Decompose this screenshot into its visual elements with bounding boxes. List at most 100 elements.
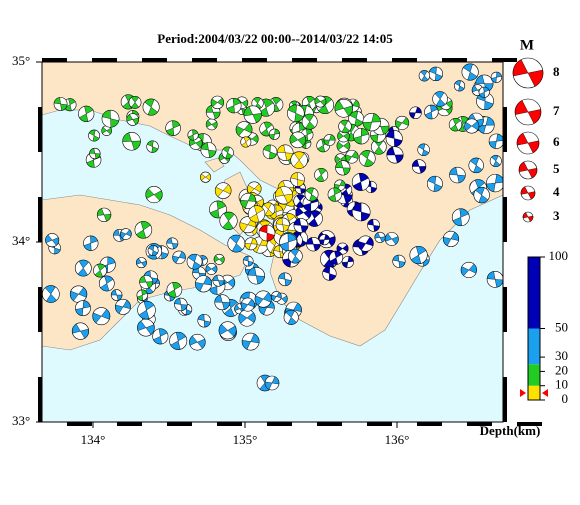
- beachball-lobe: [153, 328, 168, 345]
- frame-bar: [192, 58, 217, 62]
- beachball-lobe: [249, 205, 264, 223]
- beachball-lobe: [44, 285, 57, 303]
- beachball-lobe: [138, 301, 155, 320]
- map-area: [42, 62, 503, 422]
- beachball-lobe: [341, 256, 354, 268]
- beachball-lobe: [235, 123, 253, 136]
- lat-tick-label: 35°: [12, 53, 30, 68]
- magnitude-label: 5: [553, 161, 560, 176]
- beachball-lobe: [424, 104, 438, 120]
- magnitude-symbol: [514, 98, 542, 126]
- beachball-lobe: [200, 173, 211, 181]
- depth-band: [528, 364, 540, 386]
- beachball-lobe: [100, 275, 114, 292]
- beachball-lobe: [167, 282, 182, 298]
- beachball-lobe: [209, 200, 227, 219]
- beachball-lobe: [328, 187, 342, 202]
- beachball-lobe: [83, 235, 98, 251]
- beachball-lobe: [137, 320, 155, 335]
- beachball-lobe: [170, 331, 187, 350]
- beachball-lobe: [259, 224, 275, 242]
- beachball-lobe: [352, 173, 369, 191]
- beachball-lobe: [254, 292, 272, 306]
- beachball-lobe: [136, 258, 147, 268]
- frame-bar: [503, 287, 507, 332]
- depth-tick-label: 20: [555, 362, 568, 377]
- lon-tick-label: 136°: [385, 432, 410, 447]
- beachball-lobe: [486, 271, 503, 288]
- beachball-lobe: [241, 136, 251, 148]
- beachball-lobe: [77, 259, 89, 277]
- beachball-lobe: [205, 265, 218, 273]
- beachball-lobe: [353, 128, 370, 145]
- beachball-lobe: [210, 97, 224, 107]
- beachball-lobe: [189, 335, 206, 349]
- beachball-lobe: [120, 229, 132, 239]
- beachball-lobe: [144, 98, 158, 116]
- depth-tick-label: 30: [555, 348, 568, 363]
- beachball-lobe: [136, 289, 148, 301]
- frame-bar: [503, 377, 507, 422]
- beachball-lobe: [293, 151, 305, 169]
- frame-bar: [503, 197, 507, 242]
- beachball-lobe: [464, 121, 480, 131]
- depth-band: [528, 257, 540, 329]
- beachball-lobe: [226, 98, 241, 114]
- magnitude-symbol: [518, 160, 538, 180]
- frame-bar: [217, 422, 242, 426]
- beachball-lobe: [101, 109, 120, 128]
- beachball-lobe: [264, 376, 280, 390]
- beachball-lobe: [222, 146, 233, 159]
- beachball-lobe: [187, 253, 202, 270]
- beachball-lobe: [452, 208, 469, 226]
- beachball-lobe: [340, 119, 350, 134]
- beachball-lobe: [335, 160, 351, 176]
- depth-marker: [520, 389, 526, 397]
- beachball-lobe: [462, 63, 478, 81]
- beachball-lobe: [449, 167, 466, 184]
- beachball-lobe: [315, 168, 327, 182]
- beachball-lobe: [243, 255, 254, 267]
- beachball-lobe: [418, 143, 430, 156]
- beachball-lobe: [486, 174, 503, 193]
- frame-bar: [167, 422, 192, 426]
- beachball-lobe: [222, 211, 235, 230]
- beachball-lobe: [72, 323, 89, 339]
- depth-marker: [542, 389, 548, 397]
- magnitude-label: 4: [553, 184, 560, 199]
- beachball-lobe: [287, 104, 304, 122]
- magnitude-symbol: [522, 211, 534, 223]
- beachball-lobe: [148, 245, 158, 256]
- beachball-lobe: [384, 233, 399, 245]
- lat-tick-label: 33°: [12, 413, 30, 428]
- beachball-lobe: [279, 233, 297, 252]
- beachball-lobe: [360, 150, 374, 167]
- beachball-lobe: [516, 132, 540, 154]
- beachball-lobe: [427, 175, 443, 192]
- magnitude-label: 7: [553, 103, 560, 118]
- beachball-lobe: [89, 148, 101, 159]
- depth-tick-label: 100: [549, 248, 569, 263]
- focal-mechanisms: [42, 63, 503, 392]
- frame-bar: [142, 58, 167, 62]
- beachball-lobe: [215, 184, 232, 197]
- frame-bar: [417, 422, 442, 426]
- beachball-lobe: [522, 212, 534, 222]
- beachball-lobe: [479, 86, 490, 98]
- beachball-lobe: [491, 155, 501, 167]
- beachball-lobe: [337, 132, 350, 141]
- beachball-lobe: [323, 134, 336, 146]
- frame-bar: [467, 422, 492, 426]
- frame-ticks: [38, 58, 542, 426]
- beachball-lobe: [304, 113, 316, 130]
- frame-bar: [292, 58, 317, 62]
- beachball-lobe: [336, 141, 351, 151]
- beachball-lobe: [454, 80, 465, 92]
- beachball-lobe: [172, 251, 186, 264]
- beachball-lobe: [229, 234, 243, 253]
- beachball-lobe: [240, 193, 257, 209]
- beachball-lobe: [122, 132, 141, 151]
- frame-bar: [267, 422, 292, 426]
- beachball-lobe: [268, 128, 280, 140]
